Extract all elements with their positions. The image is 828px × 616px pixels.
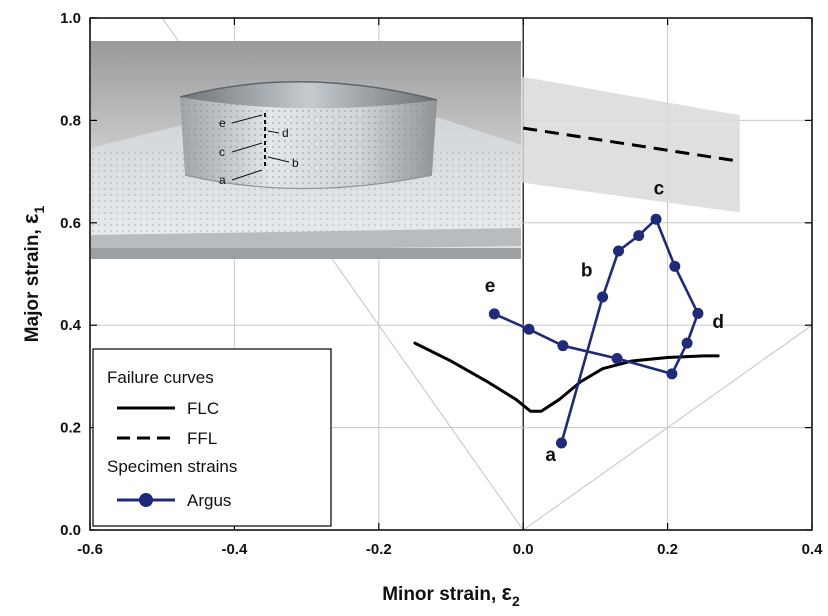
annotation-e: e xyxy=(485,276,496,297)
legend: Failure curves FLC FFL Specimen strains … xyxy=(92,348,332,527)
annotation-c: c xyxy=(654,179,665,200)
reference-line xyxy=(522,324,812,530)
series-flc-line xyxy=(413,341,720,413)
y-tick-label: 0.4 xyxy=(60,317,82,334)
y-tick-label: 0.2 xyxy=(60,420,81,437)
x-tick-label: 0.0 xyxy=(513,541,534,558)
series-argus-point xyxy=(557,340,569,352)
annotation-b: b xyxy=(581,261,593,282)
x-tick-label: -0.2 xyxy=(366,541,392,558)
y-tick-label: 0.8 xyxy=(60,112,81,129)
plot-frame xyxy=(89,17,813,531)
series-argus-point xyxy=(555,437,567,449)
series-argus-point xyxy=(633,230,645,242)
series-argus-point xyxy=(611,352,623,364)
x-tick-label: 0.2 xyxy=(657,541,678,558)
y-tick-label: 0.0 xyxy=(60,522,81,539)
x-axis-title: Minor strain, ε2 xyxy=(382,580,520,609)
annotation-d: d xyxy=(712,312,724,333)
series-argus-point xyxy=(669,260,681,272)
legend-group-specimen-strains: Specimen strains xyxy=(107,457,237,476)
series-argus-point xyxy=(523,323,535,335)
ffl-band-area xyxy=(479,69,740,213)
photo-label-c: c xyxy=(219,145,225,159)
ffl-band xyxy=(479,69,740,213)
series-argus-point xyxy=(681,337,693,349)
x-tick-label: 0.4 xyxy=(802,541,824,558)
photo-label-e: e xyxy=(219,116,226,130)
annotation-a: a xyxy=(545,445,556,466)
series-argus-point xyxy=(650,213,662,225)
series-argus-point xyxy=(488,308,500,320)
y-tick-label: 1.0 xyxy=(60,10,81,27)
inset-photo: e c a d b xyxy=(91,41,521,259)
series-argus-point xyxy=(597,291,609,303)
x-tick-label: -0.4 xyxy=(221,541,248,558)
photo-label-d: d xyxy=(282,126,289,140)
legend-argus-marker xyxy=(139,493,153,507)
legend-flc-label: FLC xyxy=(187,399,219,418)
legend-ffl-label: FFL xyxy=(187,429,217,448)
point-annotations: a b c d e xyxy=(485,179,724,466)
series xyxy=(413,126,741,449)
tick-labels: -0.6 -0.4 -0.2 0.0 0.2 0.4 0.0 0.2 0.4 0.6 0.8 1.0 xyxy=(60,10,823,558)
legend-group-failure-curves: Failure curves xyxy=(107,368,214,387)
y-axis-title: Major strain, ε1 xyxy=(18,206,47,343)
series-ffl-line xyxy=(522,126,741,163)
x-tick-label: -0.6 xyxy=(77,541,103,558)
y-tick-label: 0.6 xyxy=(60,215,81,232)
legend-argus-label: Argus xyxy=(187,491,231,510)
series-argus-point xyxy=(666,368,678,380)
legend-box xyxy=(92,348,332,527)
series-argus-point xyxy=(613,245,625,257)
photo-label-a: a xyxy=(219,173,226,187)
series-argus-point xyxy=(692,307,704,319)
photo-label-b: b xyxy=(292,156,299,170)
